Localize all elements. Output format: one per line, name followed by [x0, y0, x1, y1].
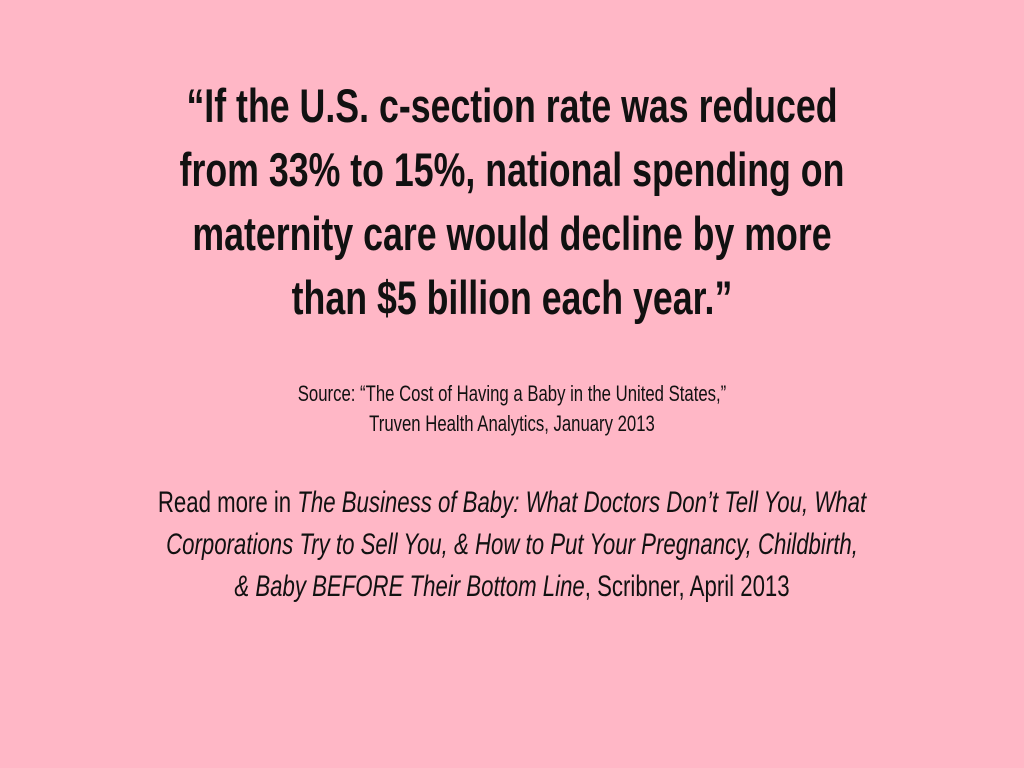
read-more-line: & Baby BEFORE Their Bottom Line, Scribne…: [133, 566, 891, 608]
book-title: The Business of Baby: What Doctors Don’t…: [297, 486, 867, 519]
quote-line: “If the U.S. c-section rate was reduced: [186, 79, 838, 132]
book-title: & Baby BEFORE Their Bottom Line: [234, 570, 585, 603]
book-title: Corporations Try to Sell You, & How to P…: [166, 528, 858, 561]
quote-line: than $5 billion each year.”: [291, 271, 733, 324]
read-more-line: Corporations Try to Sell You, & How to P…: [133, 524, 891, 566]
quote-line: from 33% to 15%, national spending on: [179, 143, 845, 196]
source: Source: “The Cost of Having a Baby in th…: [123, 379, 901, 439]
quote-line: maternity care would decline by more: [192, 207, 832, 260]
read-more-line: Read more in The Business of Baby: What …: [133, 482, 891, 524]
read-more: Read more in The Business of Baby: What …: [133, 482, 891, 608]
read-more-text: , Scribner, April 2013: [584, 570, 790, 603]
quote: “If the U.S. c-section rate was reduced f…: [123, 74, 901, 330]
source-line: Source: “The Cost of Having a Baby in th…: [297, 381, 727, 406]
read-more-text: Read more in: [157, 486, 298, 519]
source-line: Truven Health Analytics, January 2013: [369, 411, 655, 436]
